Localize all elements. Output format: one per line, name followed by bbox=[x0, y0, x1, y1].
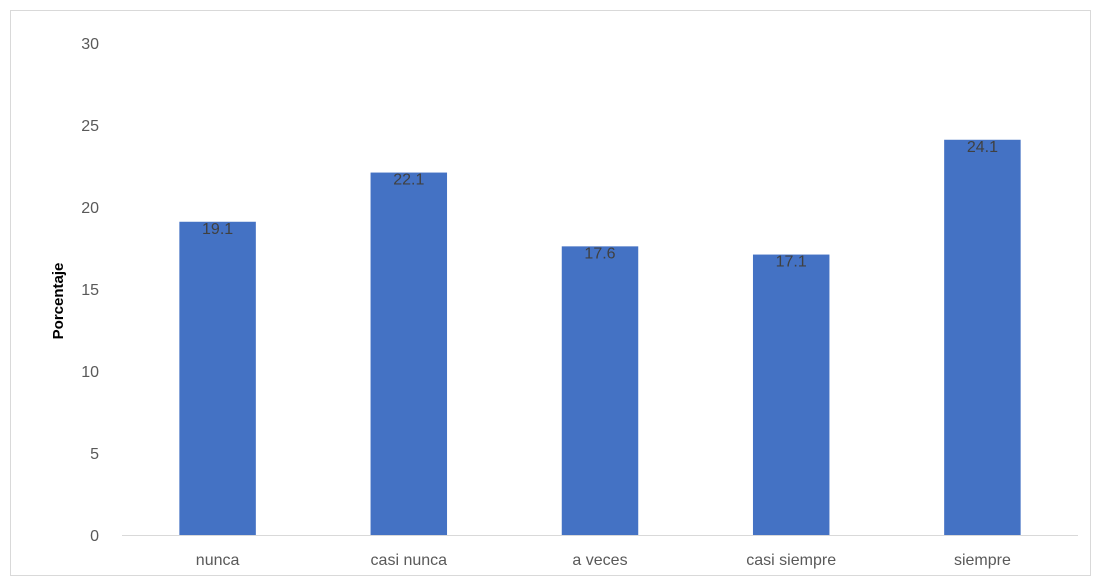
bar-data-label: 19.1 bbox=[202, 221, 233, 238]
y-tick-label: 10 bbox=[81, 364, 99, 381]
y-tick-label: 5 bbox=[90, 446, 99, 463]
bar bbox=[179, 221, 256, 535]
bar bbox=[944, 139, 1021, 535]
y-tick-label: 20 bbox=[81, 200, 99, 217]
bar bbox=[370, 172, 448, 535]
bar-data-label: 17.6 bbox=[584, 245, 615, 262]
x-category-label: siempre bbox=[954, 552, 1011, 569]
bar-series bbox=[179, 139, 1021, 536]
x-category-label: nunca bbox=[196, 552, 240, 569]
y-tick-label: 25 bbox=[81, 118, 99, 135]
y-axis-title: Porcentaje bbox=[50, 263, 67, 340]
bar-data-label: 17.1 bbox=[776, 254, 807, 271]
data-labels: 19.1 22.1 17.6 17.1 24.1 bbox=[202, 139, 998, 271]
x-axis-categories: nunca casi nunca a veces casi siempre siempr… bbox=[196, 552, 1011, 569]
y-tick-label: 30 bbox=[81, 36, 99, 53]
bar bbox=[561, 246, 639, 536]
y-tick-label: 0 bbox=[90, 528, 99, 545]
x-category-label: a veces bbox=[572, 552, 627, 569]
bar-data-label: 24.1 bbox=[967, 139, 998, 156]
x-category-label: casi nunca bbox=[371, 552, 448, 569]
y-axis-ticks: 0 5 10 15 20 25 30 bbox=[81, 36, 99, 545]
x-category-label: casi siempre bbox=[746, 552, 836, 569]
bar bbox=[752, 254, 830, 535]
bar-data-label: 22.1 bbox=[393, 172, 424, 189]
y-tick-label: 15 bbox=[81, 282, 99, 299]
